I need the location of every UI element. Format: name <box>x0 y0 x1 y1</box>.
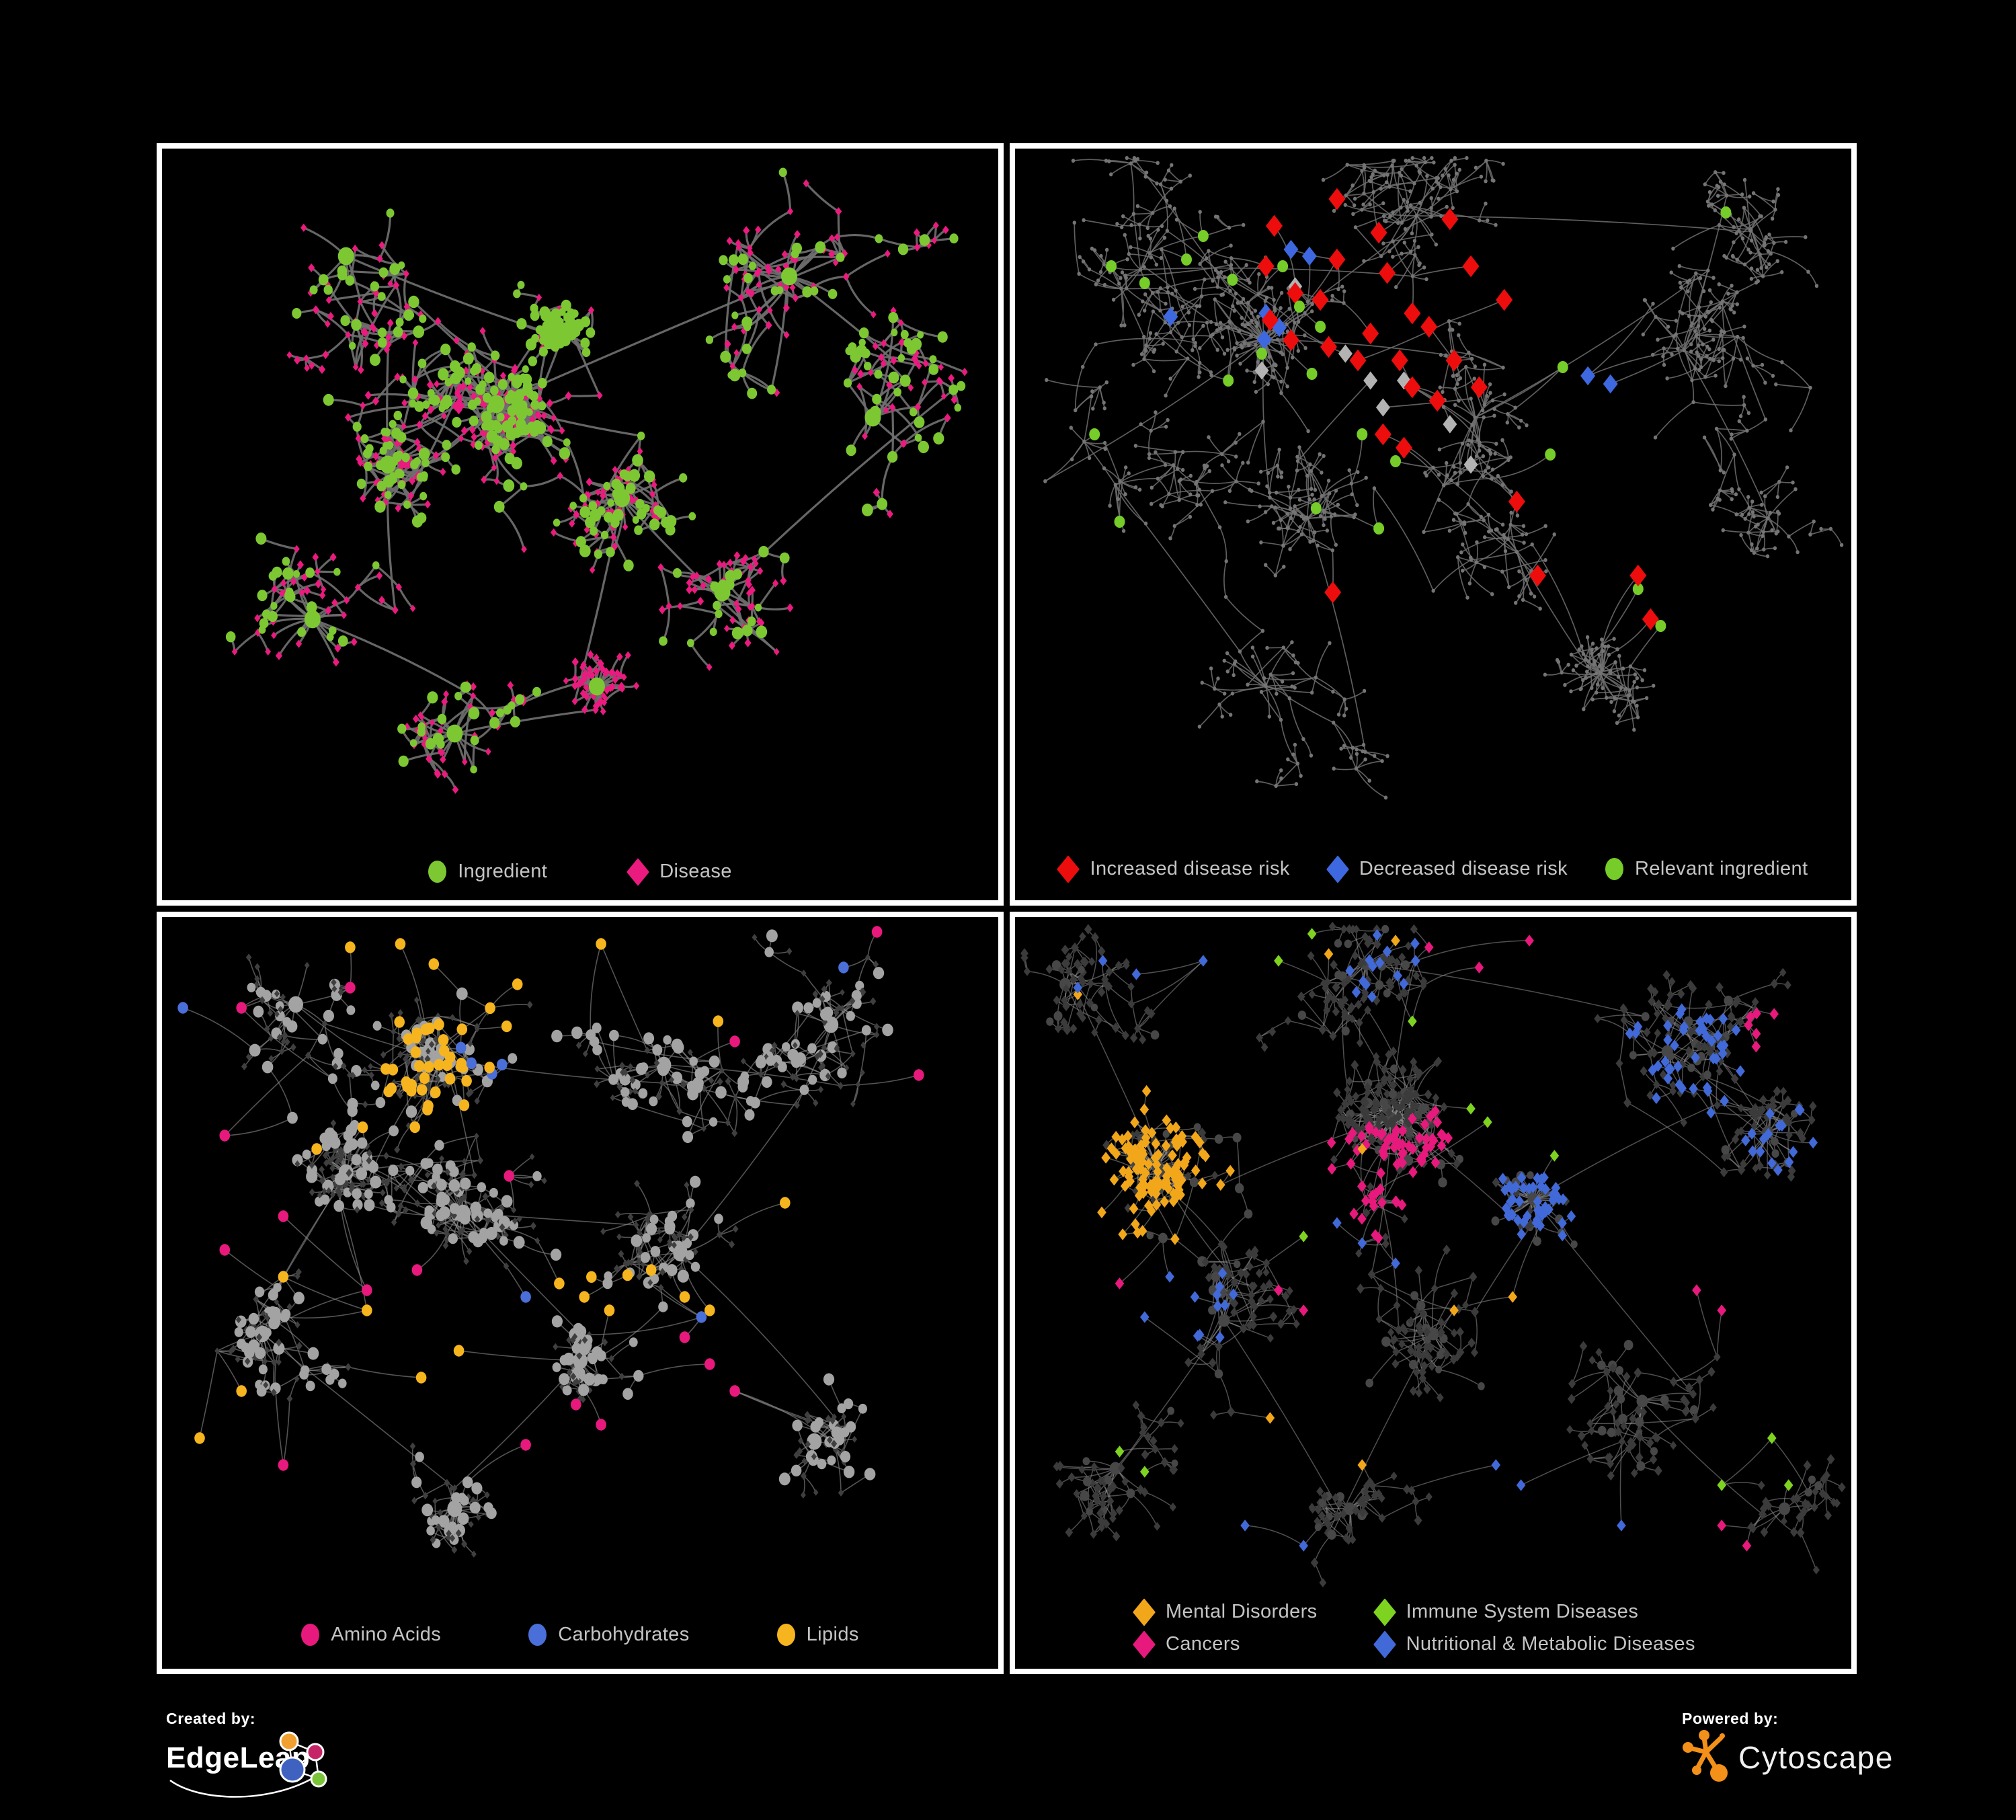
legend-label: Decreased disease risk <box>1359 858 1568 879</box>
legend-label: Lipids <box>806 1624 859 1645</box>
macronutrient-network-graph <box>177 926 924 1558</box>
legend-item-increased-risk: Increased disease risk <box>1057 855 1290 883</box>
legend-item-disease: Disease <box>627 857 732 886</box>
legend-label: Relevant ingredient <box>1635 858 1808 879</box>
legend-label: Mental Disorders <box>1166 1601 1318 1622</box>
legend-item-ingredient: Ingredient <box>428 861 547 883</box>
cancers-diamond-icon <box>1133 1630 1156 1659</box>
edgeleap-logo-row: EdgeLeap <box>166 1731 408 1805</box>
legend-label: Nutritional & Metabolic Diseases <box>1406 1633 1695 1655</box>
legend-item-lipids: Lipids <box>776 1624 859 1646</box>
disease-risk-network-graph <box>1043 156 1844 800</box>
legend-item-cancers: Cancers <box>1133 1630 1318 1659</box>
legend-disease-risk: Increased disease risk Decreased disease… <box>1015 855 1851 883</box>
mental-disorders-diamond-icon <box>1133 1597 1156 1626</box>
legend-item-amino-acids: Amino Acids <box>301 1624 441 1646</box>
legend-item-mental-disorders: Mental Disorders <box>1133 1597 1318 1626</box>
decreased-risk-diamond-icon <box>1326 855 1349 883</box>
legend-disease-classes: Mental Disorders Immune System Diseases … <box>1133 1597 1695 1659</box>
legend-item-decreased-risk: Decreased disease risk <box>1326 855 1568 883</box>
legend-item-relevant-ingredient: Relevant ingredient <box>1605 858 1808 880</box>
lipids-circle-icon <box>776 1624 795 1646</box>
cytoscape-logo-icon <box>1683 1730 1728 1782</box>
created-by-block: Created by: EdgeLeap <box>166 1710 408 1805</box>
carbohydrates-circle-icon <box>528 1624 547 1646</box>
ingredient-disease-network-graph <box>225 167 968 794</box>
panel-grid: Ingredient Disease Increased disease ris… <box>157 143 1857 1674</box>
cytoscape-logo-row: Cytoscape <box>1682 1729 1894 1786</box>
nutritional-metabolic-diamond-icon <box>1373 1630 1396 1659</box>
legend-macronutrients: Amino Acids Carbohydrates Lipids <box>162 1624 998 1646</box>
created-by-label: Created by: <box>166 1710 256 1727</box>
edgeleap-logo-icon <box>169 1731 327 1798</box>
panel-ingredient-disease: Ingredient Disease <box>157 143 1004 906</box>
legend-label: Amino Acids <box>331 1624 442 1645</box>
cytoscape-wordmark: Cytoscape <box>1738 1740 1894 1775</box>
legend-label: Immune System Diseases <box>1406 1601 1639 1622</box>
immune-diseases-diamond-icon <box>1373 1597 1396 1626</box>
amino-acids-circle-icon <box>301 1624 320 1646</box>
panel-macronutrients: Amino Acids Carbohydrates Lipids <box>157 912 1004 1674</box>
legend-label: Ingredient <box>458 861 548 882</box>
legend-label: Carbohydrates <box>558 1624 690 1645</box>
legend-item-immune-diseases: Immune System Diseases <box>1373 1597 1695 1626</box>
panel-disease-classes: Mental Disorders Immune System Diseases … <box>1010 912 1857 1674</box>
legend-label: Disease <box>659 861 732 882</box>
legend-item-nutritional-metabolic: Nutritional & Metabolic Diseases <box>1373 1630 1695 1659</box>
disease-class-network-graph <box>1020 921 1846 1587</box>
ingredient-circle-icon <box>428 861 447 883</box>
increased-risk-diamond-icon <box>1057 855 1080 883</box>
legend-ingredient-disease: Ingredient Disease <box>162 857 998 886</box>
disease-diamond-icon <box>627 857 650 886</box>
legend-label: Cancers <box>1166 1633 1240 1655</box>
powered-by-block: Powered by: Cytoscape <box>1682 1710 1894 1786</box>
relevant-ingredient-circle-icon <box>1605 858 1624 880</box>
legend-item-carbohydrates: Carbohydrates <box>528 1624 689 1646</box>
panel-disease-risk: Increased disease risk Decreased disease… <box>1010 143 1857 906</box>
powered-by-label: Powered by: <box>1682 1710 1779 1727</box>
legend-label: Increased disease risk <box>1090 858 1290 879</box>
